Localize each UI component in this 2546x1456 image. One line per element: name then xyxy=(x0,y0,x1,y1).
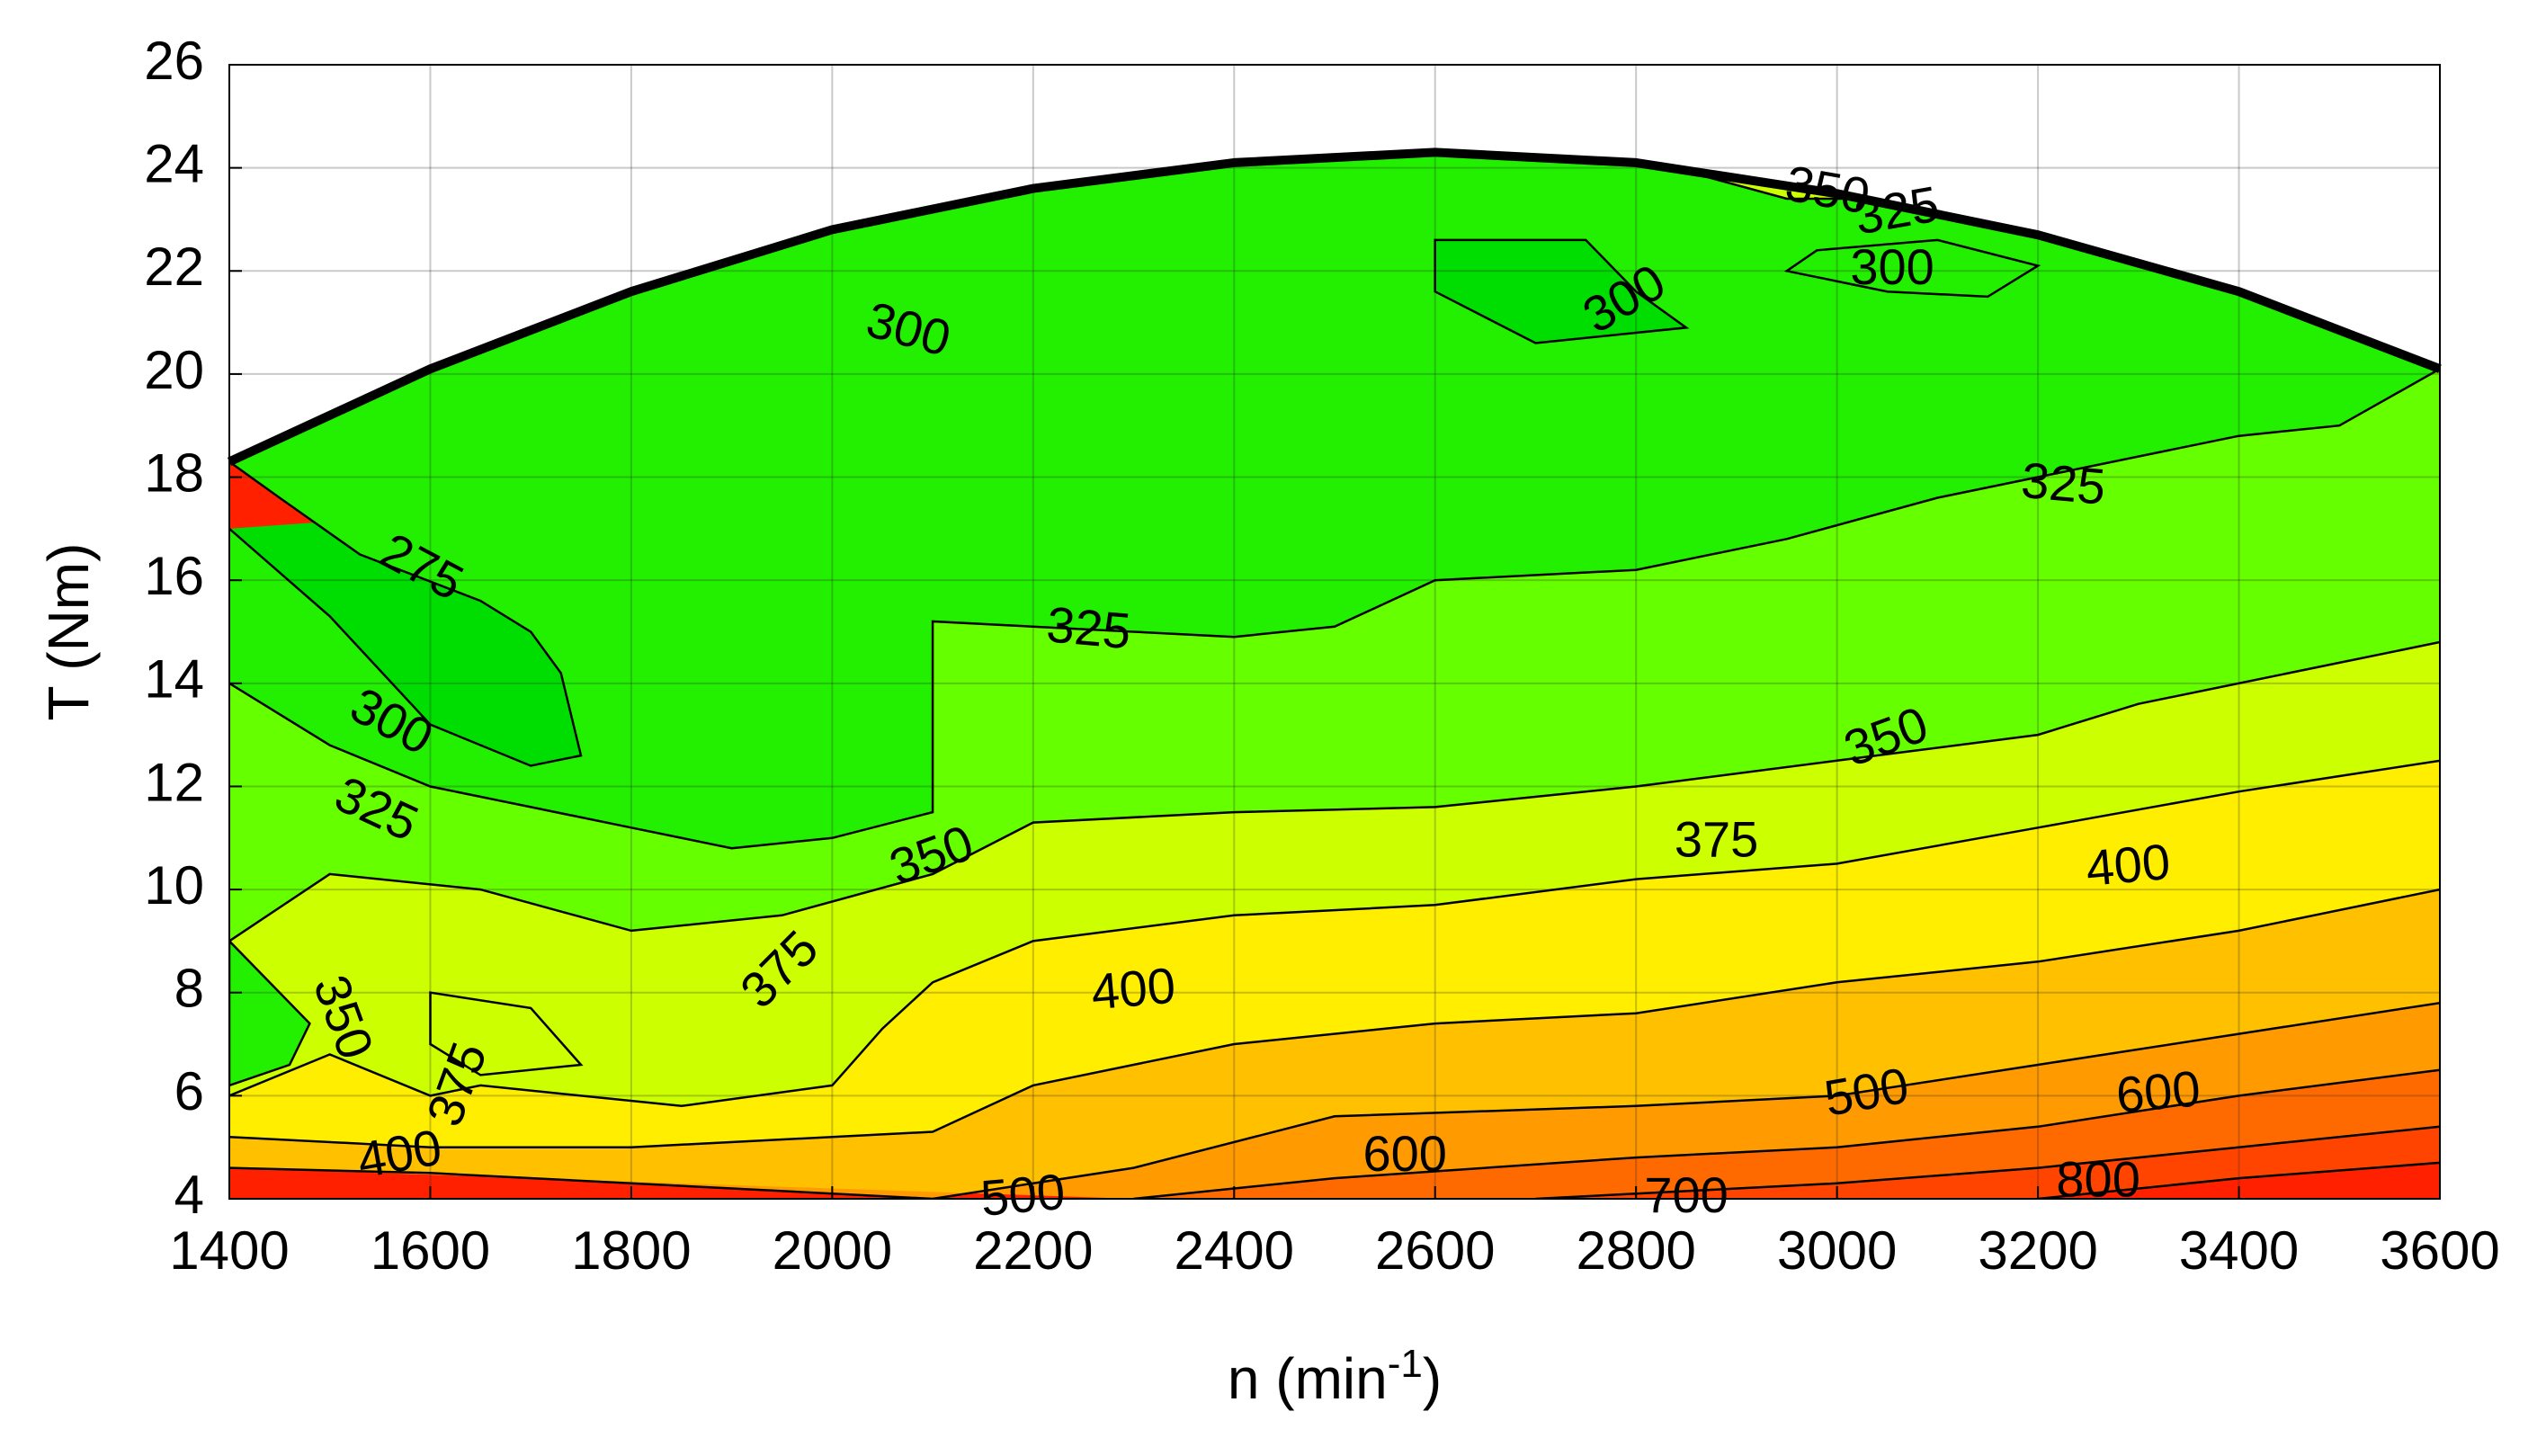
y-tick-label: 12 xyxy=(144,752,204,812)
y-tick-label: 24 xyxy=(144,133,204,193)
contour-island-300 xyxy=(229,941,310,1085)
x-tick-label: 3400 xyxy=(2179,1220,2299,1281)
contour-label: 700 xyxy=(1644,1166,1728,1223)
y-axis-title: T (Nm) xyxy=(36,543,101,721)
x-tick-label: 1400 xyxy=(169,1220,289,1281)
contour-band-350 xyxy=(229,642,2440,1106)
contour-line-350 xyxy=(229,759,2440,1108)
contour-line-700 xyxy=(2037,1161,2440,1199)
contour-line-325 xyxy=(229,640,2440,942)
x-tick-label: 2400 xyxy=(1175,1220,1294,1281)
contour-island-line xyxy=(429,991,584,1076)
contour-island-line xyxy=(1434,238,1690,344)
contour-label: 600 xyxy=(1362,1125,1446,1182)
contour-label: 325 xyxy=(2019,451,2108,515)
contour-line-400 xyxy=(229,1001,2440,1199)
grid-lines xyxy=(229,65,2440,1199)
y-tick-label: 18 xyxy=(144,442,204,503)
y-tick-label: 10 xyxy=(144,855,204,916)
contour-island-line xyxy=(229,938,311,1087)
contour-fill-layer xyxy=(229,152,2440,1199)
y-tick-label: 26 xyxy=(144,31,204,91)
y-tick-label: 20 xyxy=(144,340,204,400)
plot-frame xyxy=(228,64,2441,1200)
contour-label: 375 xyxy=(1675,810,1758,867)
contour-label: 600 xyxy=(2113,1059,2202,1123)
y-tick-label: 16 xyxy=(144,546,204,606)
contour-label: 500 xyxy=(978,1163,1068,1227)
x-axis-title: n (min-1) xyxy=(1228,1342,1442,1412)
x-tick-label: 2600 xyxy=(1375,1220,1495,1281)
contour-line-layer xyxy=(229,156,2440,1199)
x-tick-label: 2000 xyxy=(773,1220,892,1281)
contour-line-300 xyxy=(229,368,2440,850)
x-tick-label: 2800 xyxy=(1576,1220,1695,1281)
contour-island-275 xyxy=(1434,239,1686,344)
x-axis-title-close: ) xyxy=(1423,1346,1442,1411)
x-axis-title-superscript: -1 xyxy=(1388,1342,1423,1386)
contour-label: 325 xyxy=(1044,595,1133,659)
contour-label: 400 xyxy=(2084,833,2173,897)
contour-island-300 xyxy=(1786,239,2039,297)
y-tick-label: 4 xyxy=(174,1165,204,1225)
contour-island-line xyxy=(1783,238,2041,299)
x-axis-ticks: 1400 1600 1800 2000 2200 2400 2600 2800 3000 3200… xyxy=(169,1186,2500,1281)
contour-band-400 xyxy=(229,889,2440,1199)
x-tick-label: 2200 xyxy=(973,1220,1093,1281)
x-axis-title-main: n (min xyxy=(1228,1346,1388,1411)
y-tick-label: 14 xyxy=(144,649,204,710)
x-tick-label: 3600 xyxy=(2380,1220,2499,1281)
contour-line-600 xyxy=(1535,1125,2440,1199)
y-axis-ticks: 4 6 8 10 12 14 16 18 20 22 24 26 xyxy=(144,31,242,1225)
x-tick-label: 1800 xyxy=(571,1220,691,1281)
contour-label: 400 xyxy=(1089,957,1178,1021)
y-tick-label: 6 xyxy=(174,1061,204,1121)
y-tick-label: 22 xyxy=(144,237,204,297)
contour-line-275 xyxy=(229,460,583,767)
contour-band-500 xyxy=(229,1003,2440,1199)
max-torque-curve xyxy=(227,147,2442,466)
contour-line-375 xyxy=(229,888,2440,1148)
contour-band-300 xyxy=(229,152,2440,849)
contour-line-500 xyxy=(1133,1068,2440,1199)
contour-band-375 xyxy=(229,760,2440,1148)
y-tick-label: 8 xyxy=(174,959,204,1019)
contour-island-350 xyxy=(430,992,581,1076)
contour-band-800 xyxy=(2038,1162,2440,1199)
x-tick-label: 3000 xyxy=(1777,1220,1897,1281)
x-tick-label: 3200 xyxy=(1978,1220,2097,1281)
x-tick-label: 1600 xyxy=(371,1220,490,1281)
contour-label: 300 xyxy=(1850,238,1934,295)
